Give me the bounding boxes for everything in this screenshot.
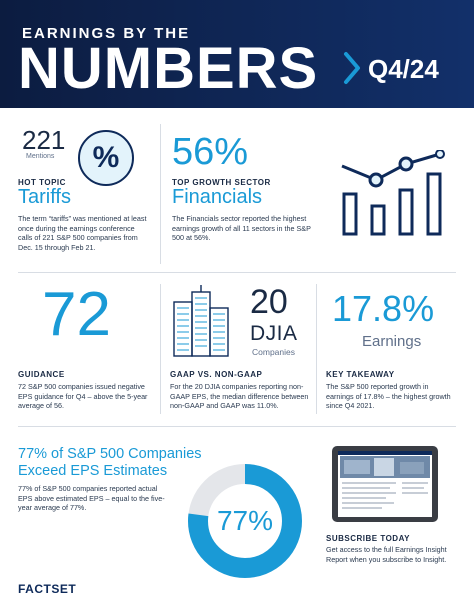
djia-sub: Companies <box>252 347 295 357</box>
djia-name: DJIA <box>250 322 298 345</box>
donut-label: 77% <box>217 505 273 536</box>
growth-text: The Financials sector reported the highe… <box>172 214 311 243</box>
beat-text: 77% of S&P 500 companies reported actual… <box>18 484 165 513</box>
header-title: NUMBERS <box>18 36 319 101</box>
divider <box>18 272 456 273</box>
header-kicker: EARNINGS BY THE <box>22 25 191 42</box>
chevron-right-icon <box>344 52 360 84</box>
guidance-label: GUIDANCE <box>18 370 65 379</box>
divider <box>316 284 317 414</box>
divider <box>160 124 161 264</box>
tariffs-count-label: Mentions <box>26 153 55 160</box>
djia-value: 20 <box>250 283 288 321</box>
factset-logo: FACTSET <box>18 582 77 596</box>
guidance-value: 72 <box>42 280 111 349</box>
takeaway-text: The S&P 500 reported growth in earnings … <box>326 382 451 411</box>
header-banner: EARNINGS BY THE NUMBERS Q4/24 <box>0 0 474 108</box>
guidance-text: 72 S&P 500 companies issued negative EPS… <box>18 382 148 411</box>
tariffs-title: Tariffs <box>18 186 71 208</box>
tariffs-count: 221 <box>22 125 66 155</box>
beat-title: 77% of S&P 500 Companies Exceed EPS Esti… <box>18 446 202 479</box>
djia-text: For the 20 DJIA companies reporting non-… <box>170 382 309 411</box>
takeaway-value: 17.8% <box>332 288 435 329</box>
donut-chart: 77% <box>188 464 302 578</box>
djia-label: GAAP VS. NON-GAAP <box>170 370 263 379</box>
growth-label: TOP GROWTH SECTOR <box>172 178 271 187</box>
divider <box>160 284 161 414</box>
divider <box>18 426 456 427</box>
growth-value: 56% <box>172 131 249 173</box>
subscribe-text: Get access to the full Earnings Insight … <box>326 545 447 564</box>
takeaway-label: KEY TAKEAWAY <box>326 370 395 379</box>
report-tablet-image <box>332 446 438 522</box>
bar-line-chart-icon <box>341 150 445 236</box>
growth-title: Financials <box>172 186 263 208</box>
takeaway-sub: Earnings <box>362 333 422 350</box>
subscribe-label[interactable]: SUBSCRIBE TODAY <box>326 534 410 543</box>
donut-arc <box>188 464 302 578</box>
buildings-icon <box>173 285 229 357</box>
tariffs-label: HOT TOPIC <box>18 178 66 187</box>
header-quarter: Q4/24 <box>368 54 439 84</box>
tariffs-text: The term “tariffs” was mentioned at leas… <box>18 214 147 252</box>
percent-icon: % <box>78 130 134 186</box>
